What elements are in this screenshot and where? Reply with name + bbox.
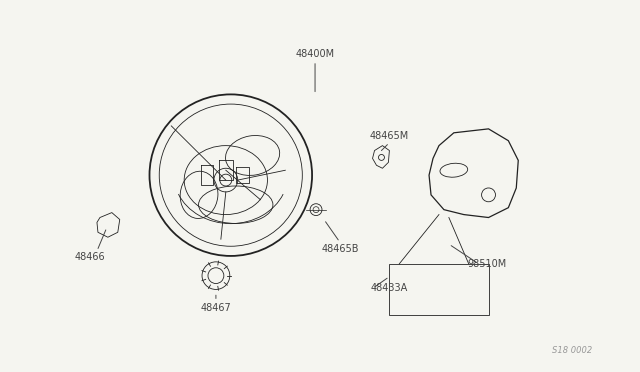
- Text: 48467: 48467: [200, 303, 231, 313]
- Bar: [389, 264, 488, 315]
- Text: 48465B: 48465B: [321, 244, 358, 254]
- Text: S18 0002: S18 0002: [552, 346, 593, 355]
- Text: 48465M: 48465M: [370, 131, 409, 141]
- Text: 98510M: 98510M: [467, 259, 506, 269]
- Text: 48433A: 48433A: [371, 283, 408, 294]
- Text: 48466: 48466: [75, 252, 106, 262]
- Text: 48400M: 48400M: [296, 49, 335, 59]
